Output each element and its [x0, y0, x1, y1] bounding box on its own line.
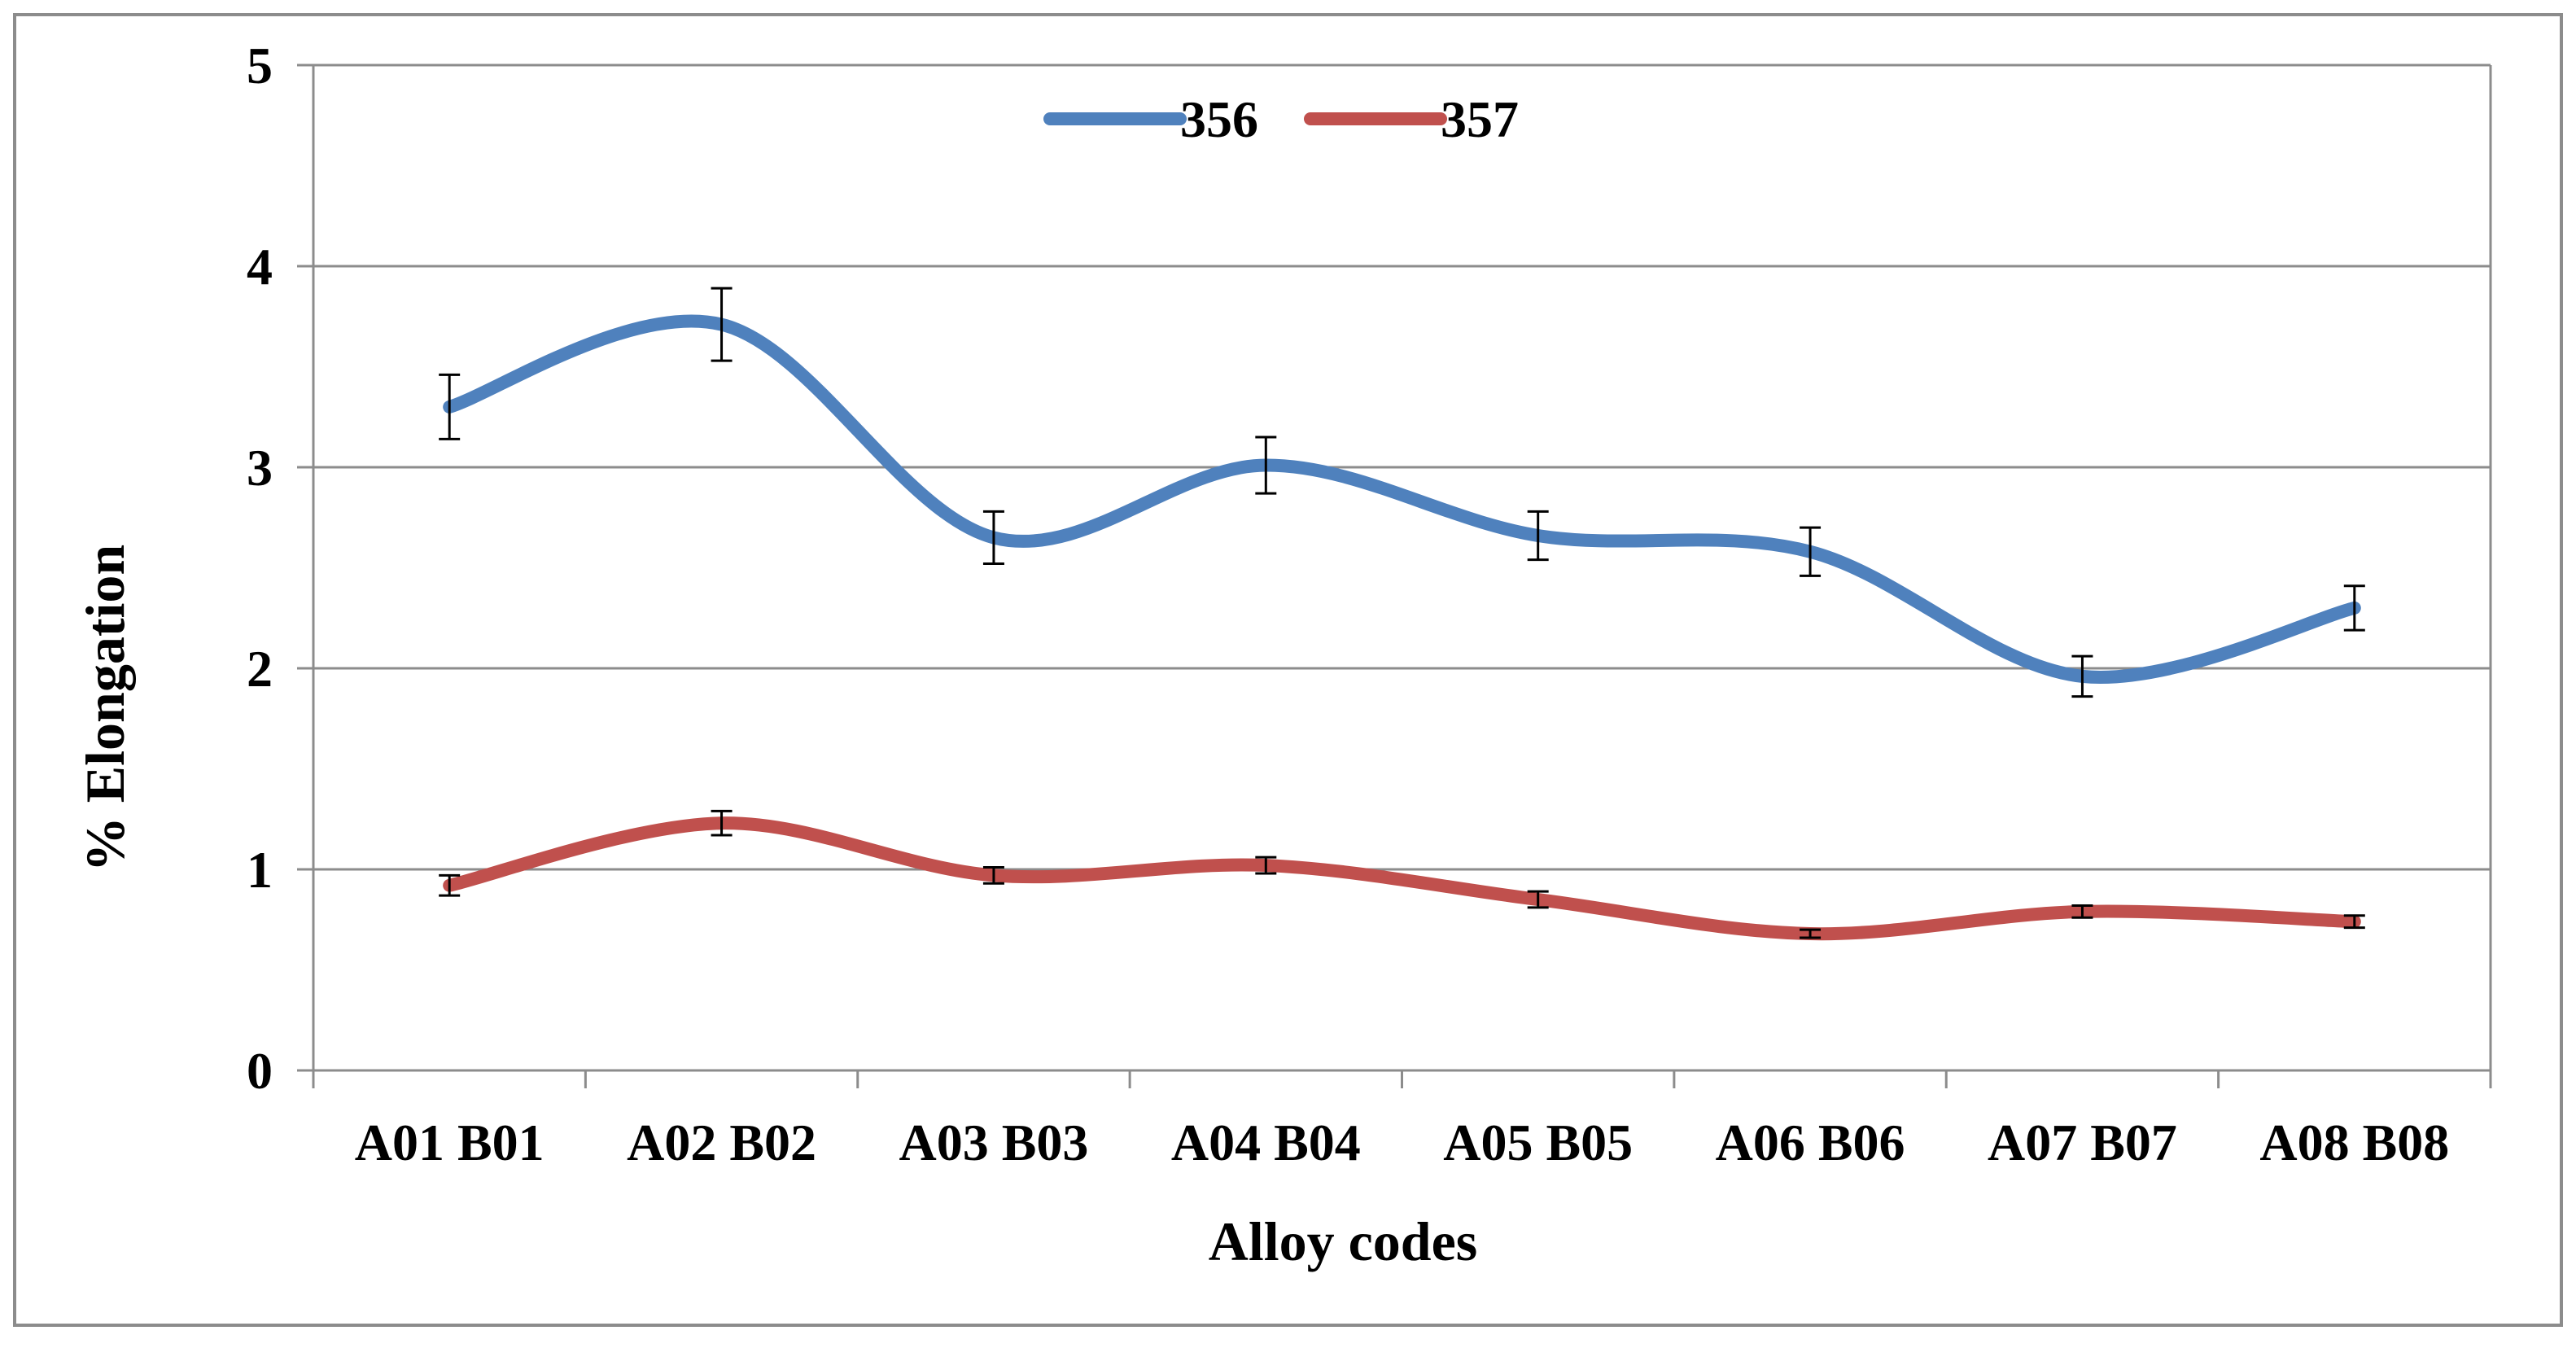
- error-bar-357: [1800, 928, 1822, 939]
- error-bar-356: [711, 287, 733, 362]
- error-bar-357: [2071, 904, 2093, 919]
- x-tick-label: A05 B05: [1443, 1114, 1633, 1171]
- series-line-357: [443, 816, 2361, 941]
- legend: 356 357: [1043, 90, 1519, 148]
- error-bar-356: [1800, 526, 1822, 577]
- legend-label: 356: [1180, 90, 1258, 148]
- error-bar-357: [982, 866, 1004, 885]
- x-tick-label: A07 B07: [1988, 1114, 2177, 1171]
- x-tick-label: A03 B03: [899, 1114, 1088, 1171]
- x-tick-label: A06 B06: [1716, 1114, 1905, 1171]
- error-bar-356: [1255, 435, 1277, 495]
- series-lines: [443, 314, 2361, 941]
- x-axis-title: Alloy codes: [1209, 1210, 1478, 1272]
- gridlines: [313, 63, 2491, 871]
- y-tick-labels: 0 1 2 3 4 5: [247, 37, 273, 1100]
- y-tick-label: 1: [247, 841, 273, 899]
- error-bar-356: [982, 510, 1004, 566]
- y-tick-label: 2: [247, 640, 273, 698]
- error-bar-357: [711, 809, 733, 837]
- error-bar-356: [1527, 510, 1549, 562]
- error-bar-356: [439, 373, 461, 440]
- legend-item-357: 357: [1304, 90, 1519, 148]
- error-bar-357: [1527, 890, 1549, 909]
- x-tick-label: A04 B04: [1171, 1114, 1361, 1171]
- error-bar-356: [2071, 654, 2093, 698]
- y-tick-label: 0: [247, 1042, 273, 1100]
- x-tick-labels: A01 B01 A02 B02 A03 B03 A04 B04 A05 B05 A06 B…: [355, 1114, 2450, 1171]
- error-bars: [439, 287, 2365, 939]
- y-tick-label: 3: [247, 439, 273, 497]
- y-tick-label: 4: [247, 238, 273, 295]
- error-bar-357: [439, 873, 461, 897]
- error-bar-356: [2343, 584, 2365, 632]
- y-axis-title: % Elongation: [74, 545, 136, 872]
- series-line-356: [443, 314, 2361, 684]
- y-tick-label: 5: [247, 37, 273, 94]
- legend-label: 357: [1441, 90, 1519, 148]
- error-bar-357: [2343, 914, 2365, 930]
- legend-item-356: 356: [1043, 90, 1258, 148]
- x-tick-label: A08 B08: [2259, 1114, 2449, 1171]
- error-bar-357: [1255, 856, 1277, 875]
- x-tick-label: A01 B01: [355, 1114, 545, 1171]
- x-tick-label: A02 B02: [627, 1114, 816, 1171]
- axes: [297, 63, 2492, 1088]
